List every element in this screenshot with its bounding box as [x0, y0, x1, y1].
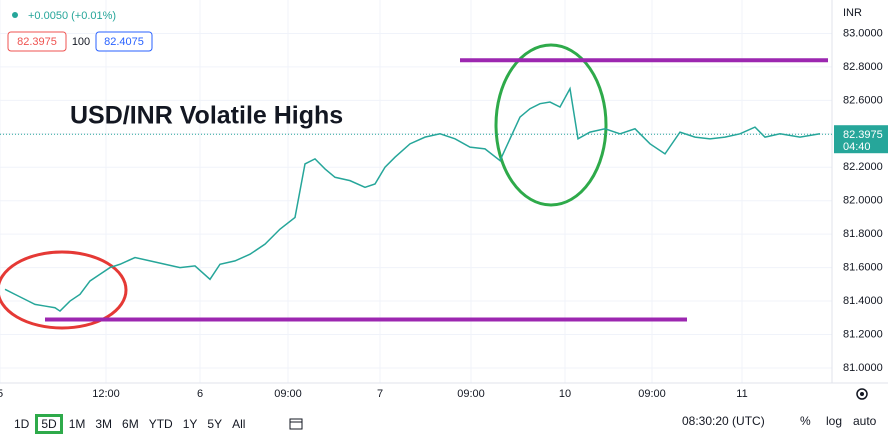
y-tick-label: 81.4000 — [843, 295, 883, 307]
price-axis — [832, 0, 888, 405]
currency[interactable]: INR — [843, 7, 862, 19]
percent-toggle[interactable]: % — [800, 414, 811, 428]
y-tick-label: 83.0000 — [843, 27, 883, 39]
x-tick-label: 10 — [559, 388, 571, 400]
date-range-icon[interactable] — [288, 416, 304, 432]
range-button[interactable]: All — [232, 417, 246, 431]
range-button[interactable]: 6M — [122, 417, 139, 431]
y-tick-label: 81.2000 — [843, 328, 883, 340]
range-button[interactable]: YTD — [148, 417, 173, 431]
x-tick-label: 09:00 — [274, 388, 302, 400]
y-tick-label: 82.8000 — [843, 61, 883, 73]
range-bar: 1D 5D 1M 3M 6M YTD 1Y 5Y All — [10, 414, 251, 434]
range-button[interactable]: 5D — [35, 414, 63, 434]
x-tick-label: 6 — [197, 388, 203, 400]
settings-icon[interactable] — [856, 388, 868, 400]
change: +0.0050 (+0.01%) — [28, 10, 116, 22]
x-tick-label: 09:00 — [638, 388, 666, 400]
y-tick-label: 81.6000 — [843, 262, 883, 274]
bid: 82.3975 — [17, 36, 57, 48]
clock: 08:30:20 (UTC) — [682, 414, 765, 428]
chart: USD/INR Volatile Highs +0.0050 (+0.01%) … — [0, 0, 888, 405]
range-button[interactable]: 3M — [95, 417, 113, 431]
status-dot — [12, 12, 18, 18]
highlight-ellipse — [0, 250, 128, 330]
y-tick-label: 81.0000 — [843, 362, 883, 374]
range-button[interactable]: 5Y — [207, 417, 223, 431]
x-tick-label: 11 — [736, 388, 747, 400]
y-tick-label: 82.6000 — [843, 94, 883, 106]
x-tick-label: 12:00 — [92, 388, 120, 400]
last-price-box — [834, 125, 888, 154]
ask-box — [95, 31, 153, 52]
range-button[interactable]: 1Y — [182, 417, 198, 431]
log-toggle[interactable]: log — [826, 414, 843, 428]
chart-title: USD/INR Volatile Highs — [70, 102, 343, 130]
x-tick-label: 5 — [0, 388, 3, 400]
y-tick-label: 81.8000 — [843, 228, 883, 240]
y-tick-label: 82.2000 — [843, 161, 883, 173]
y-tick-label: 82.0000 — [843, 195, 883, 207]
bid-box — [7, 31, 67, 52]
price-line — [4, 86, 821, 313]
ask: 82.4075 — [104, 36, 144, 48]
last-price-label: 82.3975 — [843, 129, 883, 141]
x-tick-label: 09:00 — [457, 388, 485, 400]
auto-toggle[interactable]: auto — [853, 414, 877, 428]
range-button[interactable]: 1M — [68, 417, 86, 431]
countdown: 04:40 — [843, 141, 871, 153]
highlight-ellipse — [494, 43, 608, 207]
range-button[interactable]: 1D — [14, 417, 30, 431]
spread: 100 — [72, 36, 90, 48]
x-tick-label: 7 — [377, 388, 383, 400]
